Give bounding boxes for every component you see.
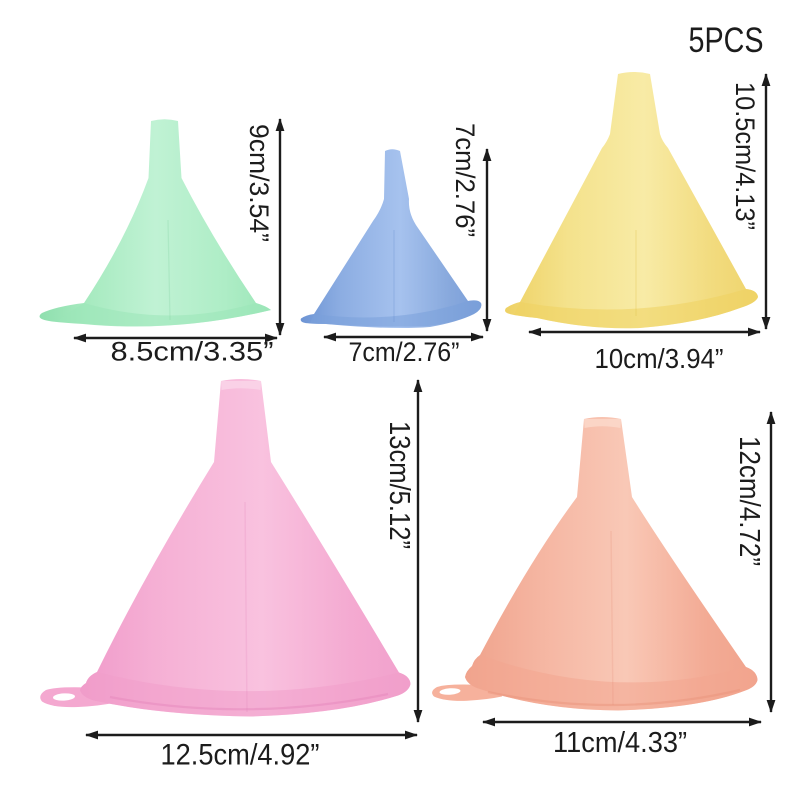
svg-text:12.5cm/4.92”: 12.5cm/4.92” [161, 739, 320, 772]
svg-text:8.5cm/3.35”: 8.5cm/3.35” [111, 337, 274, 367]
svg-text:9cm/3.54”: 9cm/3.54” [244, 124, 274, 242]
svg-text:5PCS: 5PCS [689, 21, 764, 60]
svg-text:7cm/2.76”: 7cm/2.76” [349, 337, 460, 367]
svg-text:10cm/3.94”: 10cm/3.94” [595, 343, 724, 374]
svg-text:7cm/2.76”: 7cm/2.76” [450, 123, 480, 237]
svg-text:10.5cm/4.13”: 10.5cm/4.13” [730, 82, 760, 230]
svg-text:11cm/4.33”: 11cm/4.33” [553, 727, 687, 759]
svg-text:13cm/5.12”: 13cm/5.12” [383, 421, 415, 549]
svg-text:12cm/4.72”: 12cm/4.72” [733, 436, 765, 566]
